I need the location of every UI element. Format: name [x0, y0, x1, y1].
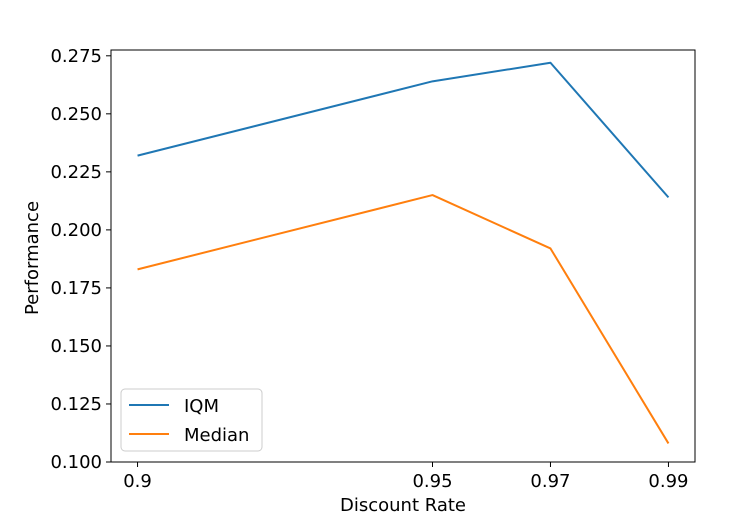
y-tick-label: 0.250	[50, 104, 102, 125]
legend-label-median: Median	[184, 425, 249, 446]
y-tick-label: 0.200	[50, 220, 102, 241]
plot-frame	[110, 49, 696, 463]
x-tick-label: 0.97	[530, 471, 570, 492]
plot-area	[110, 49, 696, 463]
y-tick-label: 0.125	[50, 394, 102, 415]
x-tick-label: 0.99	[648, 471, 688, 492]
y-axis-label: Performance	[22, 201, 43, 315]
legend-label-iqm: IQM	[184, 396, 219, 417]
y-axis: 0.100 0.125 0.150 0.175 0.200 0.225 0.250 0.275	[50, 46, 111, 473]
y-tick-label: 0.225	[50, 162, 102, 183]
y-tick-label: 0.275	[50, 46, 102, 67]
y-tick-label: 0.175	[50, 278, 102, 299]
legend: IQM Median	[120, 388, 263, 452]
series-lines	[137, 61, 670, 444]
x-tick-label: 0.9	[123, 471, 152, 492]
y-tick-label: 0.100	[50, 452, 102, 473]
series-line-iqm	[137, 61, 670, 199]
x-axis-label: Discount Rate	[340, 495, 466, 516]
x-axis: 0.9 0.95 0.97 0.99	[123, 462, 688, 492]
y-tick-label: 0.150	[50, 336, 102, 357]
x-tick-label: 0.95	[412, 471, 452, 492]
series-line-median	[137, 194, 670, 444]
